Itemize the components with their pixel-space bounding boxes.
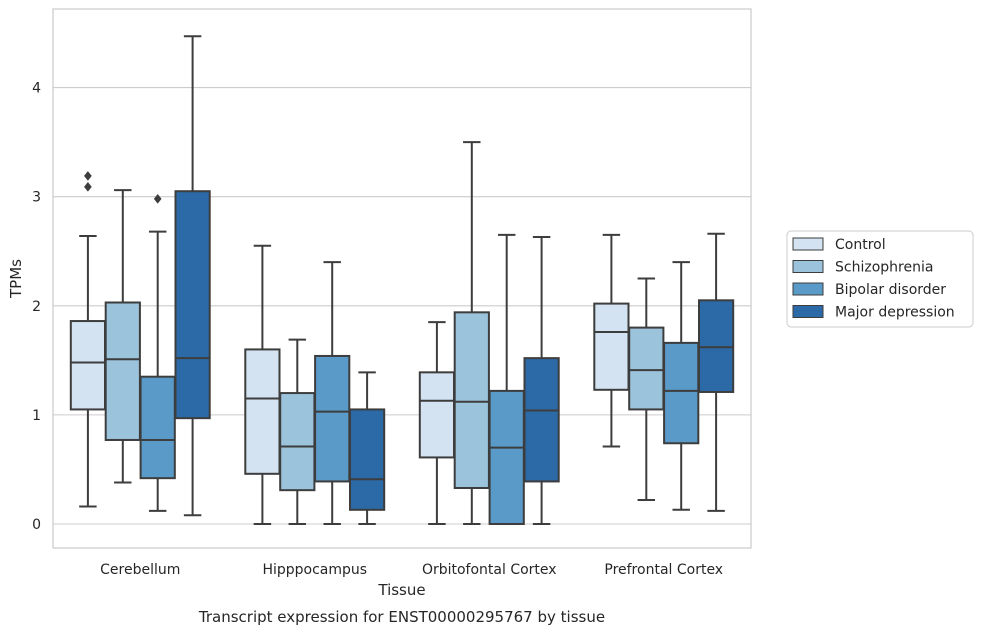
- box-body: [244, 348, 281, 475]
- legend-box: [786, 230, 974, 328]
- legend-swatch: [792, 305, 824, 318]
- box-major-depression: [523, 236, 560, 525]
- legend-item: Control: [792, 237, 886, 253]
- box-body: [314, 354, 351, 483]
- y-tick-label: 4: [32, 81, 41, 97]
- box-body: [663, 341, 700, 445]
- box-body: [628, 326, 665, 411]
- box-body: [279, 392, 316, 492]
- chart-caption: Transcript expression for ENST0000029576…: [198, 608, 605, 626]
- box-bipolar-disorder: [314, 261, 351, 525]
- box-schizophrenia: [104, 189, 141, 484]
- legend-swatch: [792, 237, 824, 251]
- legend-label: Bipolar disorder: [835, 282, 946, 298]
- box-body: [104, 301, 141, 441]
- x-tick-label: Hipppocampus: [262, 562, 367, 578]
- box-body: [139, 375, 176, 480]
- legend-item: Bipolar disorder: [792, 282, 946, 298]
- legend-label: Major depression: [835, 305, 955, 321]
- outlier-point: [84, 171, 92, 181]
- x-axis-ticks: Cerebellum Hipppocampus Orbitofontal Corte…: [100, 562, 723, 578]
- y-axis-ticks: 0 1 2 3 4: [32, 81, 41, 533]
- box-body: [523, 357, 560, 483]
- x-tick-label: Cerebellum: [100, 562, 180, 578]
- box-control: [244, 244, 281, 525]
- plot-frame: [52, 8, 752, 549]
- legend-swatch: [792, 260, 824, 273]
- y-axis-label: TPMs: [7, 259, 25, 299]
- box-major-depression: [697, 232, 735, 512]
- y-tick-label: 1: [32, 408, 41, 424]
- box-bipolar-disorder: [663, 261, 700, 511]
- box-major-depression: [348, 371, 386, 525]
- box-body: [697, 299, 735, 393]
- y-tick-label: 3: [32, 190, 41, 206]
- outlier-point: [84, 182, 92, 192]
- box-schizophrenia: [628, 277, 665, 501]
- box-bipolar-disorder: [488, 233, 525, 525]
- y-tick-label: 2: [32, 299, 41, 315]
- outlier-point: [153, 194, 162, 204]
- box-body: [593, 302, 630, 391]
- x-tick-label: Orbitofontal Cortex: [422, 562, 557, 578]
- y-tick-label: 0: [32, 517, 41, 533]
- box-body: [69, 320, 107, 411]
- box-major-depression: [174, 35, 211, 517]
- box-body: [348, 408, 386, 511]
- x-tick-label: Prefrontal Cortex: [604, 562, 723, 578]
- box-body: [174, 190, 211, 420]
- legend-label: Control: [835, 237, 886, 253]
- box-body: [488, 389, 525, 525]
- box-body: [418, 371, 456, 459]
- legend-item: Major depression: [792, 305, 955, 321]
- legend: Control Schizophrenia Bipolar disorder Majo…: [786, 230, 974, 328]
- box-control: [69, 171, 107, 508]
- legend-item: Schizophrenia: [792, 260, 933, 276]
- box-schizophrenia: [453, 141, 490, 525]
- x-axis-label: Tissue: [377, 581, 425, 599]
- plot-area: [69, 35, 735, 525]
- legend-swatch: [792, 282, 824, 296]
- box-body: [453, 311, 490, 489]
- box-bipolar-disorder: [139, 194, 176, 512]
- legend-label: Schizophrenia: [835, 260, 933, 276]
